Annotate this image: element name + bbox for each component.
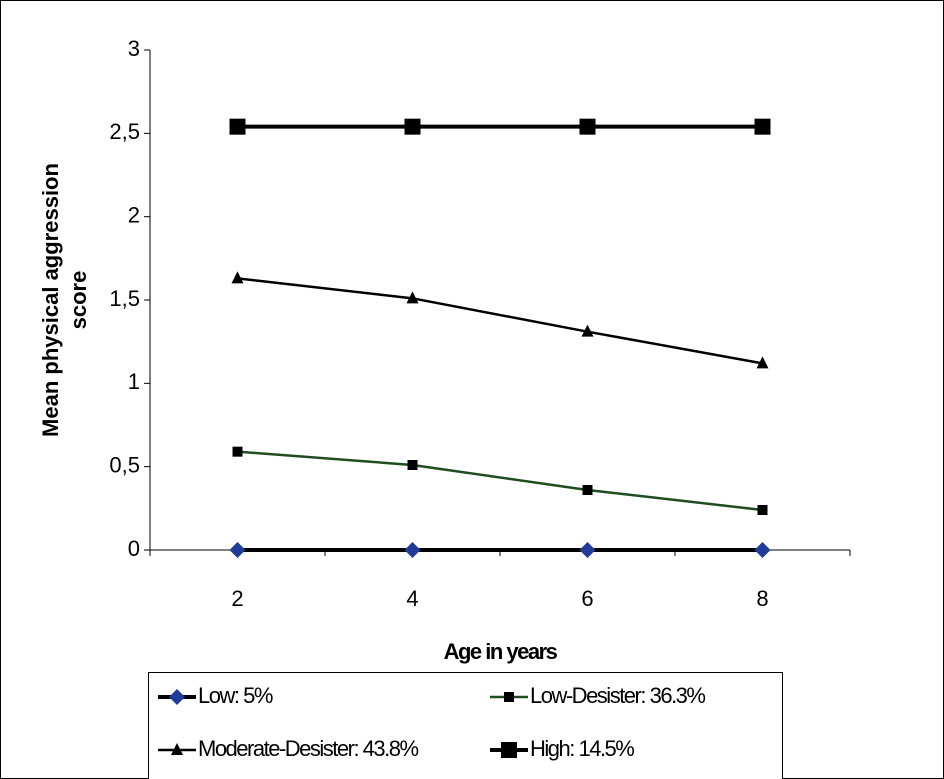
- y-tick-label: 0: [128, 536, 140, 561]
- marker: [169, 689, 185, 705]
- y-tick-label: 1: [128, 369, 140, 394]
- y-tick-label: 1,5: [109, 286, 140, 311]
- marker: [504, 692, 514, 702]
- legend-label: High: 14.5%: [530, 736, 634, 761]
- y-tick-label: 2,5: [109, 119, 140, 144]
- marker: [229, 118, 246, 135]
- series-line: [237, 277, 763, 365]
- marker: [756, 356, 769, 369]
- marker: [582, 485, 593, 495]
- y-tick-label: 2: [128, 202, 140, 227]
- legend-box: [148, 672, 783, 779]
- y-axis-title: score: [66, 271, 91, 330]
- x-tick-label: 6: [581, 586, 593, 611]
- marker: [754, 542, 771, 558]
- marker: [171, 743, 183, 755]
- x-tick-label: 2: [231, 586, 243, 611]
- marker: [231, 271, 244, 284]
- x-axis-title: Age in years: [444, 639, 558, 664]
- marker: [501, 742, 517, 758]
- legend-label: Low: 5%: [198, 683, 273, 708]
- marker: [404, 542, 421, 558]
- y-axis-title: Mean physical aggression: [38, 163, 63, 437]
- y-tick-label: 3: [128, 36, 140, 61]
- marker: [406, 291, 419, 304]
- series-line: [237, 450, 763, 512]
- marker: [579, 542, 596, 558]
- y-tick-label: 0,5: [109, 452, 140, 477]
- marker: [232, 446, 243, 457]
- marker: [757, 505, 768, 515]
- marker: [404, 118, 421, 135]
- legend-label: Low-Desister: 36.3%: [530, 683, 705, 708]
- marker: [754, 118, 771, 135]
- x-tick-label: 8: [756, 586, 768, 611]
- marker: [407, 460, 418, 470]
- x-tick-label: 4: [406, 586, 418, 611]
- marker: [229, 542, 246, 558]
- legend-label: Moderate-Desister: 43.8%: [198, 736, 418, 761]
- marker: [581, 324, 594, 337]
- marker: [579, 118, 596, 135]
